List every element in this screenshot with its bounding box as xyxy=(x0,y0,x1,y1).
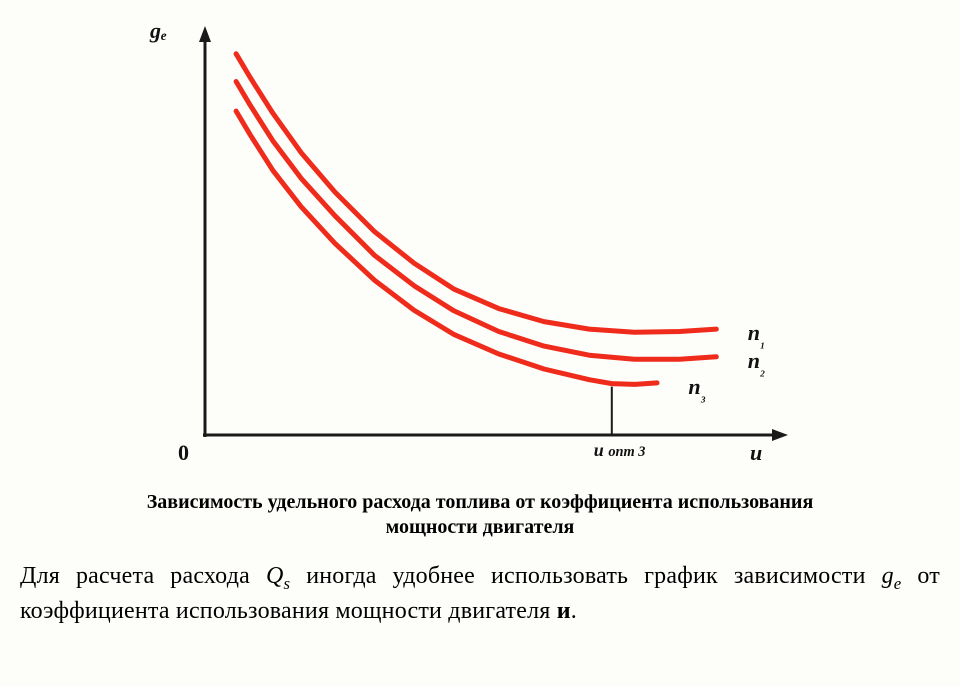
chart-svg xyxy=(160,20,800,480)
y-axis-label: gₑ xyxy=(150,18,167,44)
body-suffix: . xyxy=(571,598,577,624)
caption-line1: Зависимость удельного расхода топлива от… xyxy=(147,491,814,513)
x-axis-label: и xyxy=(750,440,762,466)
chart: gₑ 0 и опт 3 и n₁n₂n₃ xyxy=(160,20,800,480)
curve-label-n2: n₂ xyxy=(748,348,766,378)
body-mid1: иногда удобнее использовать график завис… xyxy=(290,563,881,589)
symbol-Q: Q xyxy=(266,563,284,589)
origin-label: 0 xyxy=(178,440,189,466)
symbol-i: и xyxy=(557,598,571,624)
x-tick-label: и опт 3 xyxy=(594,440,646,461)
curve-label-n1: n₁ xyxy=(748,320,766,350)
body-prefix: Для расчета расхода xyxy=(20,563,266,589)
curve-label-n3: n₃ xyxy=(688,374,706,404)
caption-line2: мощности двигателя xyxy=(386,516,575,538)
figure-caption: Зависимость удельного расхода топлива от… xyxy=(30,490,930,540)
symbol-g: g xyxy=(882,563,894,589)
page: gₑ 0 и опт 3 и n₁n₂ n₃ Зависимость удельн… xyxy=(0,0,960,686)
body-paragraph: Для расчета расхода Qs иногда удобнее ис… xyxy=(20,560,940,628)
